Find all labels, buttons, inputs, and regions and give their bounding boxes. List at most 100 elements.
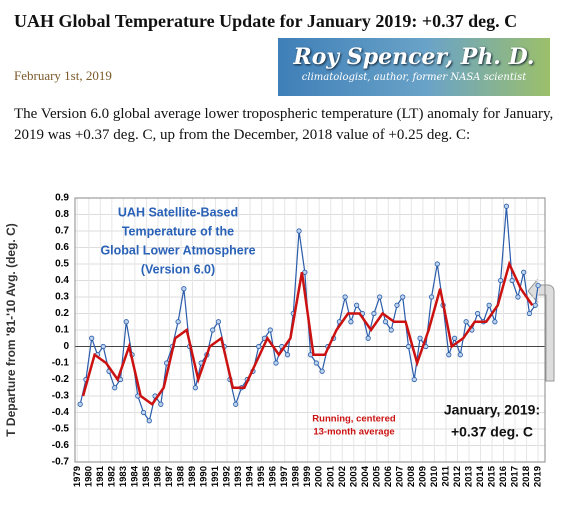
annotation: Running, centered	[312, 414, 396, 425]
y-tick-label: -0.2	[52, 374, 70, 385]
x-tick-label: 2011	[440, 465, 451, 486]
point	[256, 343, 262, 350]
point	[509, 277, 515, 284]
point	[498, 277, 504, 284]
post-date: February 1st, 2019	[14, 68, 112, 83]
point	[112, 385, 118, 391]
y-tick-label: 0.4	[55, 275, 69, 286]
logo-name: Roy Spencer, Ph. D.	[293, 44, 535, 70]
x-tick-label: 2017	[510, 466, 521, 487]
point	[146, 418, 152, 424]
point	[273, 360, 279, 366]
y-tick-label: 0.9	[55, 193, 69, 204]
point	[486, 302, 492, 308]
point	[388, 327, 394, 333]
point	[405, 343, 412, 350]
x-tick-label: 1982	[106, 466, 117, 487]
point	[158, 401, 164, 407]
point	[457, 352, 463, 358]
y-tick-label: -0.4	[52, 407, 70, 418]
x-tick-label: 1994	[245, 465, 256, 487]
point	[192, 385, 198, 391]
x-tick-label: 2019	[533, 466, 544, 487]
annotation: Temperature of the	[122, 224, 234, 238]
x-tick-label: 1985	[141, 465, 152, 487]
x-tick-label: 1995	[256, 465, 267, 487]
x-tick-label: 1989	[187, 466, 198, 487]
point	[535, 282, 541, 289]
point	[417, 335, 423, 341]
x-tick-label: 2018	[521, 466, 532, 487]
point	[382, 319, 389, 325]
y-tick-label: -0.3	[52, 391, 70, 402]
point	[233, 401, 239, 407]
x-tick-label: 1981	[95, 465, 106, 487]
point	[319, 368, 325, 374]
x-tick-label: 2010	[429, 466, 440, 487]
y-tick-label: -0.5	[52, 424, 70, 435]
x-tick-label: 1983	[118, 466, 129, 487]
point	[451, 335, 458, 341]
x-tick-label: 2014	[475, 465, 486, 487]
x-tick-label: 2007	[394, 466, 405, 487]
x-tick-label: 1993	[233, 466, 244, 487]
x-tick-label: 1992	[222, 466, 233, 487]
point	[492, 319, 498, 325]
annotation: 13-month average	[313, 427, 394, 438]
x-tick-label: 2005	[371, 465, 382, 487]
x-tick-label: 2003	[348, 466, 359, 487]
x-tick-label: 1999	[302, 466, 313, 487]
annotation: +0.37 deg. C	[451, 424, 533, 440]
x-tick-label: 2002	[337, 466, 348, 487]
annotation: January, 2019:	[444, 402, 540, 418]
x-tick-label: 1996	[268, 466, 279, 487]
point	[400, 294, 406, 300]
x-tick-label: 2016	[498, 466, 509, 487]
x-tick-label: 1986	[152, 466, 163, 487]
x-tick-label: 1991	[210, 465, 221, 487]
x-tick-label: 2008	[406, 466, 417, 487]
x-tick-label: 2004	[360, 465, 371, 487]
x-tick-label: 1984	[129, 465, 140, 487]
y-axis-label: T Departure from '81-'10 Avg. (deg. C)	[4, 223, 18, 437]
plot-frame	[74, 197, 546, 463]
arrow	[527, 277, 555, 382]
x-tick-label: 1990	[199, 466, 210, 487]
point	[377, 294, 383, 300]
x-tick-label: 2009	[417, 466, 428, 487]
y-tick-label: -0.7	[52, 457, 70, 468]
paragraph: The Version 6.0 global average lower tro…	[14, 106, 554, 143]
point	[181, 286, 187, 292]
point	[515, 294, 521, 300]
point	[411, 376, 417, 383]
x-tick-label: 2006	[383, 466, 394, 487]
logo[interactable]: Roy Spencer, Ph. D. climatologist, autho…	[278, 38, 550, 96]
x-tick-label: 1988	[175, 466, 186, 487]
y-tick-label: -0.6	[52, 440, 70, 451]
point	[123, 319, 129, 325]
point	[284, 352, 291, 358]
annotation: Global Lower Atmosphere	[100, 243, 255, 257]
point	[446, 352, 452, 358]
point	[503, 203, 510, 209]
x-tick-label: 2000	[314, 466, 325, 487]
x-tick-label: 1998	[291, 466, 302, 487]
point	[463, 319, 469, 325]
post-title[interactable]: UAH Global Temperature Update for Januar…	[14, 11, 518, 31]
y-tick-label: 0.7	[55, 226, 69, 237]
point	[532, 302, 538, 308]
point	[210, 327, 216, 333]
x-tick-label: 1997	[279, 466, 290, 487]
y-tick-label: 0.6	[55, 242, 69, 253]
point	[365, 335, 371, 341]
point	[267, 327, 273, 333]
y-tick-label: 0.5	[55, 259, 69, 270]
series-line	[81, 260, 534, 407]
point	[348, 319, 354, 325]
x-tick-label: 1980	[83, 466, 94, 487]
point	[77, 401, 83, 407]
y-tick-label: 0.8	[55, 209, 69, 220]
y-tick-label: 0.2	[55, 308, 69, 319]
annotation: (Version 6.0)	[141, 262, 215, 276]
